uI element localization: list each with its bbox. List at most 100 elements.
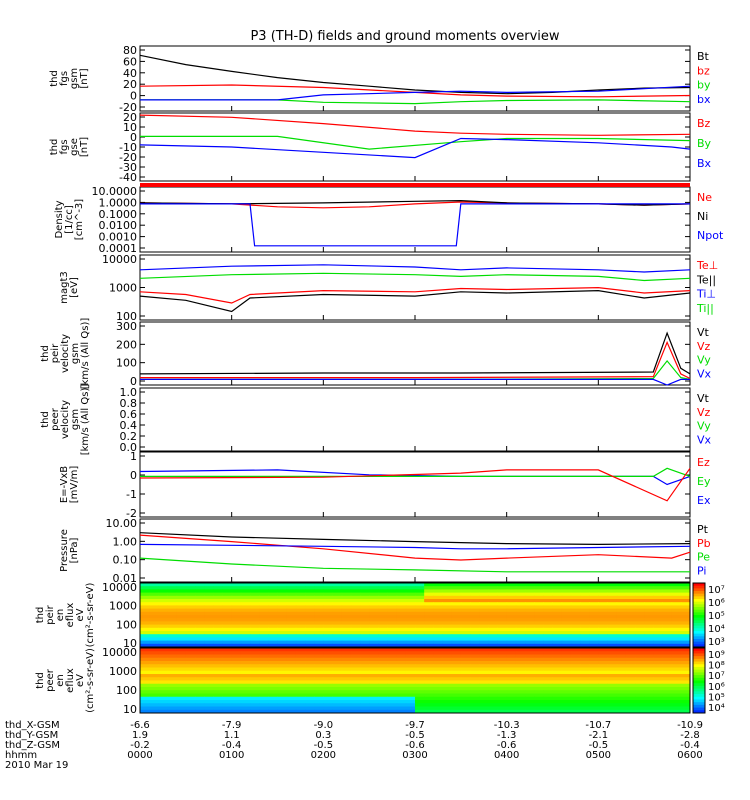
spectrogram-cell [497,643,508,648]
spectrogram-cell [314,703,324,707]
spectrogram-cell [653,602,663,606]
spectrogram-cells [140,648,691,714]
series-Ti⊥ [139,264,691,273]
spectrogram-cell [268,618,278,622]
spectrogram-cell [451,592,462,597]
spectrogram-cell [231,674,242,678]
spectrogram-cell [625,615,636,619]
spectrogram-cell [479,696,489,701]
spectrogram-cell [341,589,352,594]
spectrogram-cell [240,621,251,626]
spectrogram-cell [158,677,168,681]
spectrogram-cell [305,654,315,659]
spectrogram-cell [671,592,682,597]
spectrogram-cell [350,648,361,652]
spectrogram-cell [360,637,370,642]
spectrogram-cell [561,605,572,610]
spectrogram-cell [305,608,315,613]
x-axis-row-value: 0200 [311,750,336,761]
colorbar-tick-label: 10⁶ [708,598,725,609]
legend-item: bz [697,64,710,77]
spectrogram-cell [644,706,654,711]
spectrogram-cell [625,634,636,638]
spectrogram-cell [625,670,636,675]
spectrogram-cell [378,634,388,638]
spectrogram-cell [240,696,251,701]
spectrogram-cell [341,599,352,603]
spectrogram-cell [305,615,315,619]
legend-item: Vx [697,433,712,446]
spectrogram-cell [653,595,663,600]
spectrogram-cell [442,674,453,678]
spectrogram-cell [195,703,205,707]
colorbar-step [693,699,705,703]
spectrogram-cell [405,677,416,681]
spectrogram-cell [387,700,398,704]
spectrogram-cell [396,690,407,694]
spectrogram-cell [570,683,581,688]
spectrogram-cell [140,589,150,594]
spectrogram-cell [552,709,563,714]
spectrogram-cell [140,640,150,645]
spectrogram-cell [671,624,682,629]
spectrogram-cell [231,661,242,665]
spectrogram-cell [195,670,205,675]
spectrogram-cell [250,611,260,616]
spectrogram-cell [259,696,269,701]
spectrogram-cell [442,687,453,691]
spectrogram-cell [497,592,508,597]
spectrogram-cell [415,599,425,603]
spectrogram-cell [543,592,553,597]
spectrogram-cell [479,709,489,714]
spectrogram-cell [195,664,205,668]
spectrogram-cell [295,690,306,694]
spectrogram-cell [598,683,608,688]
spectrogram-cell [305,602,315,606]
spectrogram-cell [552,667,563,672]
spectrogram-cell [323,631,333,635]
spectrogram-cell [250,706,260,711]
spectrogram-cell [396,627,407,632]
spectrogram-cell [140,602,150,606]
spectrogram-cell [323,602,333,606]
y-axis-label-line: thd [40,411,51,428]
spectrogram-cell [607,709,618,714]
spectrogram-cell [240,670,251,675]
spectrogram-cell [415,618,425,622]
spectrogram-cell [176,683,187,688]
spectrogram-cell [360,654,370,659]
spectrogram-cell [149,687,159,691]
spectrogram-cell [167,586,178,590]
spectrogram-cell [185,648,196,652]
spectrogram-cell [497,586,508,590]
spectrogram-cell [616,586,627,590]
panel-frame [139,45,691,112]
spectrogram-cell [213,634,223,638]
spectrogram-cell [506,709,517,714]
spectrogram-cell [442,667,453,672]
spectrogram-cell [552,683,563,688]
spectrogram-cell [277,631,288,635]
spectrogram-cell [140,703,150,707]
spectrogram-cell [305,683,315,688]
spectrogram-cell [341,631,352,635]
spectrogram-cell [387,648,398,652]
spectrogram-cell [598,592,608,597]
spectrogram-cell [332,654,343,659]
spectrogram-cell [671,657,682,662]
spectrogram-cell [671,680,682,685]
spectrogram-cell [167,680,178,685]
spectrogram-cell [185,608,196,613]
spectrogram-cell [240,657,251,662]
spectrogram-cell [222,592,233,597]
spectrogram-cell [204,648,214,652]
spectrogram-cell [231,624,242,629]
spectrogram-cell [323,709,333,714]
spectrogram-cell [570,589,581,594]
spectrogram-cell [497,651,508,655]
spectrogram-cell [497,640,508,645]
spectrogram-cell [350,651,361,655]
spectrogram-cell [250,667,260,672]
spectrogram-cell [259,595,269,600]
spectrogram-cell [360,583,370,587]
